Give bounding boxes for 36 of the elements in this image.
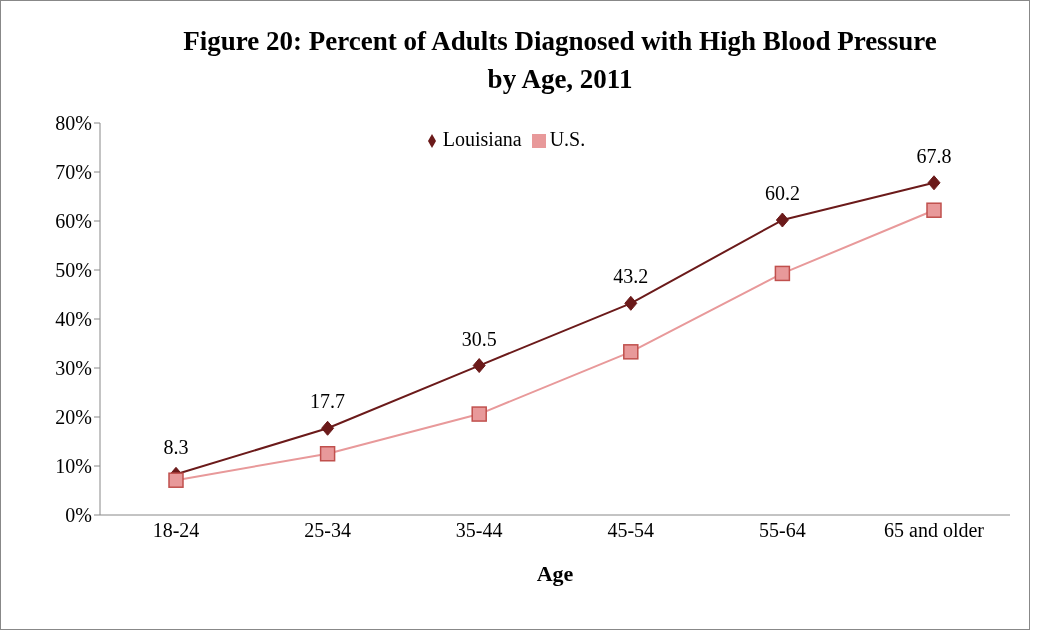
point: [927, 175, 941, 191]
data-label: 67.8: [916, 144, 952, 167]
point: [624, 295, 638, 311]
legend-label: U.S.: [549, 128, 586, 150]
data-label: 17.7: [310, 390, 346, 413]
point: [321, 420, 335, 436]
x-tick-label: 45-54: [607, 519, 655, 542]
y-tick-label: 60%: [55, 210, 92, 233]
y-tick-label: 20%: [55, 406, 92, 429]
y-tick-label: 30%: [55, 357, 92, 380]
point: [471, 406, 487, 422]
point: [472, 358, 486, 374]
point: [775, 212, 789, 228]
x-tick-label: 18-24: [152, 519, 200, 542]
point: [168, 472, 184, 488]
x-tick-label: 55-64: [759, 519, 806, 542]
chart-title: Figure 20: Percent of Adults Diagnosed with High Blood Pressure by Age, 2011: [182, 25, 938, 96]
x-tick-label: 65 and older: [884, 519, 985, 542]
y-tick-label: 70%: [55, 161, 92, 184]
y-tick-label: 80%: [55, 112, 92, 135]
data-label: 60.2: [764, 182, 800, 205]
legend-label: Louisiana: [442, 128, 522, 150]
data-label: 8.3: [163, 436, 189, 459]
y-tick-label: 0%: [65, 504, 92, 527]
point: [319, 446, 336, 462]
x-tick-label: 25-34: [304, 519, 351, 542]
data-label: 30.5: [461, 327, 497, 350]
x-axis-title: Age: [536, 561, 574, 586]
point: [774, 265, 791, 282]
data-label: 43.2: [613, 265, 649, 288]
y-tick-label: 10%: [55, 455, 92, 478]
point: [623, 344, 639, 360]
y-tick-label: 50%: [55, 259, 92, 282]
point: [926, 202, 942, 218]
y-tick-label: 40%: [55, 308, 92, 331]
x-tick-label: 35-44: [455, 519, 503, 542]
